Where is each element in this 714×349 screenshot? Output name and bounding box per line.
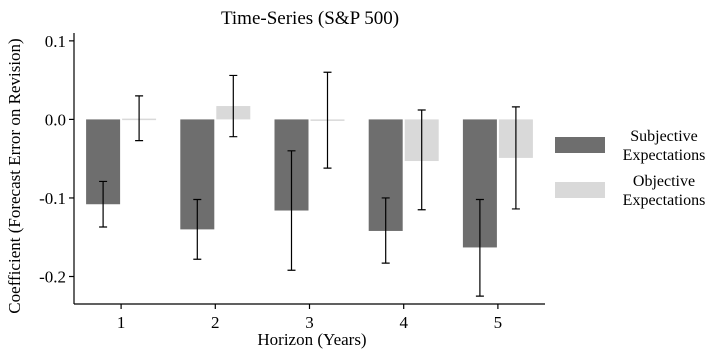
legend-swatch-objective: [555, 182, 605, 198]
x-tick-label: 5: [494, 313, 503, 332]
error-bar-objective: [511, 106, 520, 210]
y-tick-label: 0.1: [45, 32, 66, 51]
x-tick-label: 2: [211, 313, 220, 332]
legend-label: Expectations: [623, 147, 706, 164]
y-axis-title: Coefficient (Forecast Error on Revision): [5, 38, 24, 313]
error-bar-objective: [323, 71, 332, 169]
error-bar-subjective: [381, 197, 390, 264]
legend-label: Objective: [633, 173, 695, 190]
y-tick-label: -0.2: [39, 268, 66, 287]
y-tick-label: 0.0: [45, 110, 66, 129]
plot-area: [86, 71, 533, 297]
x-tick-label: 3: [305, 313, 314, 332]
error-bar-subjective: [287, 150, 296, 271]
error-bar-subjective: [193, 198, 202, 260]
legend: Subjective Expectations Objective Expectati…: [555, 128, 705, 209]
y-tick-label: -0.1: [39, 189, 66, 208]
error-bar-objective: [135, 95, 144, 142]
error-bar-objective: [229, 74, 238, 138]
legend-label: Expectations: [623, 192, 706, 209]
error-bar-subjective: [475, 198, 484, 297]
error-bar-subjective: [99, 180, 108, 228]
x-axis: 1 2 3 4 5: [74, 303, 545, 332]
chart-title: Time-Series (S&P 500): [221, 8, 399, 29]
legend-swatch-subjective: [555, 137, 605, 153]
error-bar-objective: [417, 109, 426, 211]
legend-label: Subjective: [630, 128, 698, 145]
x-axis-title: Horizon (Years): [257, 330, 366, 349]
x-tick-label: 1: [117, 313, 126, 332]
x-tick-label: 4: [399, 313, 408, 332]
y-axis: 0.1 0.0 -0.1 -0.2: [39, 32, 75, 304]
